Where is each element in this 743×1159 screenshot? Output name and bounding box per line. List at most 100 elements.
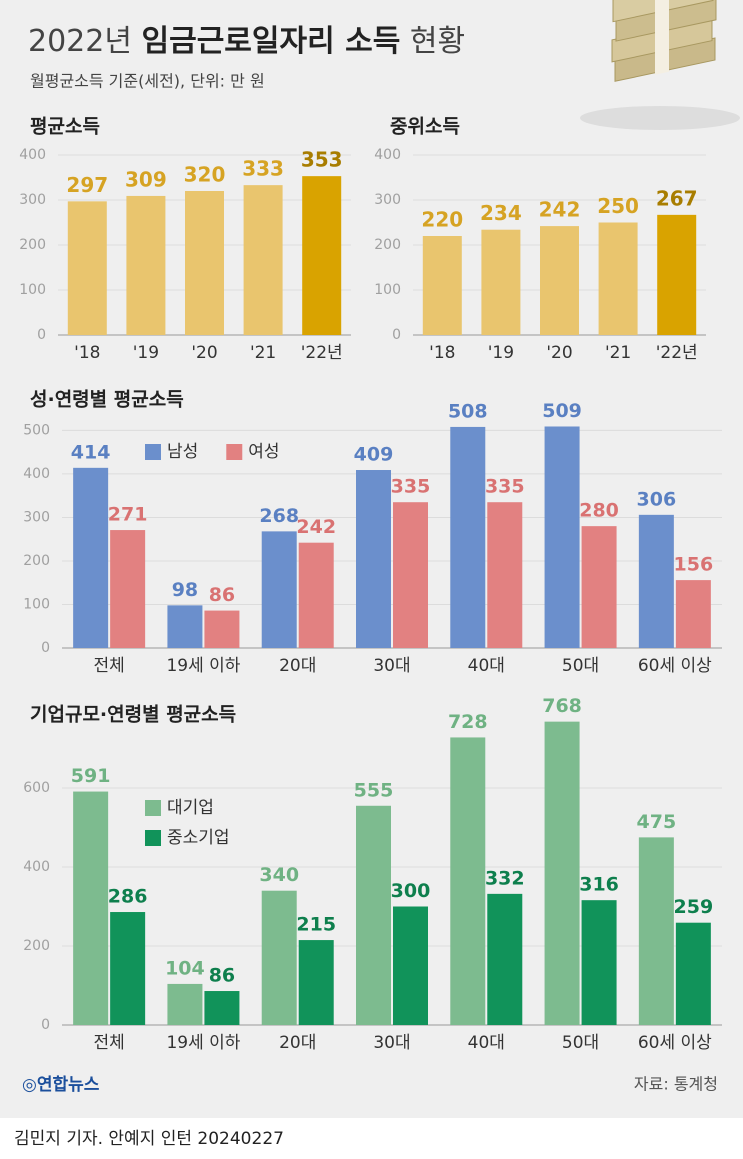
- money-icon: [580, 0, 740, 130]
- x-tick-label: 60세 이상: [638, 1033, 712, 1053]
- legend-label: 여성: [248, 442, 279, 462]
- x-tick-label: 40대: [468, 656, 505, 676]
- value-label: 286: [108, 886, 148, 908]
- y-tick-label: 300: [23, 509, 50, 525]
- value-label: 475: [637, 811, 677, 833]
- value-label: 215: [296, 914, 336, 936]
- value-label: 335: [391, 476, 431, 498]
- legend-swatch: [226, 444, 243, 460]
- value-label: 333: [242, 157, 284, 181]
- bar: [450, 426, 486, 648]
- bar: [356, 470, 391, 648]
- bar: [167, 605, 203, 648]
- x-tick-label: '22년: [301, 343, 343, 363]
- x-tick-label: 20대: [279, 656, 316, 676]
- value-label: 555: [354, 779, 394, 801]
- legend-label: 남성: [167, 442, 198, 462]
- bar: [675, 922, 711, 1025]
- credit: 김민지 기자. 안예지 인턴 20240227: [14, 1129, 284, 1149]
- y-tick-label: 500: [23, 422, 50, 438]
- bar: [675, 580, 711, 648]
- y-tick-label: 200: [23, 553, 50, 569]
- bar: [544, 721, 580, 1025]
- value-label: 414: [71, 441, 111, 463]
- bar: [167, 983, 203, 1025]
- title-main: 임금근로일자리 소득: [142, 24, 401, 59]
- chart-title: 평균소득: [30, 116, 100, 138]
- value-label: 306: [637, 488, 677, 510]
- value-label: 268: [259, 505, 299, 527]
- bar: [302, 176, 342, 335]
- bar: [261, 890, 297, 1025]
- bar: [638, 837, 674, 1025]
- title: 2022년 임금근로일자리 소득 현황: [28, 24, 465, 59]
- bar: [422, 236, 462, 335]
- y-tick-label: 100: [374, 282, 401, 298]
- x-tick-label: 20대: [279, 1033, 316, 1053]
- y-tick-label: 400: [23, 466, 50, 482]
- y-tick-label: 0: [392, 327, 401, 343]
- value-label: 242: [539, 198, 581, 222]
- bar: [73, 791, 109, 1025]
- x-tick-label: 19세 이하: [166, 656, 240, 676]
- chart-title: 중위소득: [390, 116, 460, 138]
- x-tick-label: '18: [74, 343, 100, 363]
- y-tick-label: 200: [19, 237, 46, 253]
- bar: [657, 214, 697, 335]
- value-label: 591: [71, 765, 111, 787]
- y-tick-label: 400: [19, 147, 46, 163]
- x-tick-label: 전체: [94, 656, 125, 676]
- x-tick-label: 50대: [562, 656, 599, 676]
- bar: [544, 426, 580, 648]
- value-label: 508: [448, 400, 488, 422]
- chart-title: 기업규모·연령별 평균소득: [30, 704, 236, 726]
- value-label: 259: [674, 896, 714, 918]
- value-label: 297: [66, 173, 108, 197]
- x-tick-label: 19세 이하: [166, 1033, 240, 1053]
- value-label: 98: [172, 579, 198, 601]
- y-tick-label: 100: [19, 282, 46, 298]
- y-tick-label: 0: [41, 640, 50, 656]
- value-label: 86: [209, 584, 235, 606]
- value-label: 340: [259, 864, 299, 886]
- chart-title: 성·연령별 평균소득: [30, 389, 184, 411]
- x-tick-label: '21: [250, 343, 276, 363]
- bar: [581, 526, 617, 648]
- credit-strip: [0, 1118, 743, 1159]
- x-tick-label: 30대: [373, 1033, 410, 1053]
- x-tick-label: 전체: [94, 1033, 125, 1053]
- value-label: 156: [674, 554, 714, 576]
- value-label: 335: [485, 476, 525, 498]
- y-tick-label: 200: [374, 237, 401, 253]
- value-label: 220: [421, 208, 463, 232]
- bar: [298, 940, 334, 1025]
- x-tick-label: '19: [133, 343, 159, 363]
- legend-swatch: [145, 830, 161, 846]
- bar: [487, 893, 523, 1025]
- logo-text: 연합뉴스: [37, 1074, 100, 1095]
- value-label: 309: [125, 167, 167, 191]
- value-label: 332: [485, 867, 525, 889]
- bar: [487, 502, 523, 648]
- bar: [356, 805, 391, 1025]
- y-tick-label: 0: [37, 327, 46, 343]
- y-tick-label: 400: [23, 859, 50, 875]
- bar: [204, 991, 240, 1025]
- bar: [110, 912, 146, 1025]
- bar: [481, 229, 521, 335]
- value-label: 267: [656, 186, 698, 210]
- bar: [73, 467, 109, 648]
- x-tick-label: 40대: [468, 1033, 505, 1053]
- y-tick-label: 600: [23, 780, 50, 796]
- y-tick-label: 300: [19, 192, 46, 208]
- bar: [243, 185, 283, 335]
- value-label: 86: [209, 965, 235, 987]
- value-label: 320: [184, 163, 226, 187]
- bar: [67, 201, 107, 335]
- bar: [540, 226, 579, 335]
- bar: [261, 531, 297, 648]
- bar: [393, 502, 428, 648]
- y-tick-label: 200: [23, 938, 50, 954]
- value-label: 768: [542, 695, 582, 717]
- value-label: 728: [448, 711, 488, 733]
